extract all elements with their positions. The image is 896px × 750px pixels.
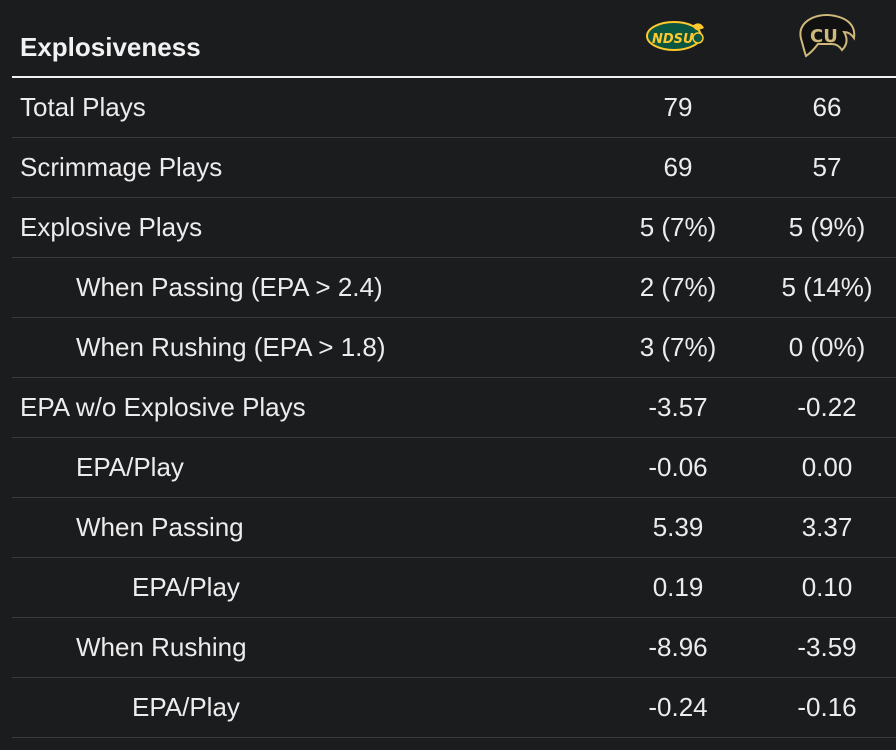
cu-value: 5 (14%) — [781, 272, 873, 302]
cu-value: -0.16 — [797, 692, 857, 722]
row-label: EPA w/o Explosive Plays — [20, 392, 306, 422]
cu-value: 0.10 — [801, 572, 853, 602]
row-label: EPA/Play — [132, 572, 240, 602]
table-row: Scrimmage Plays 69 57 — [12, 138, 896, 198]
table-row: When Rushing -8.96 -3.59 — [12, 618, 896, 678]
row-label: Total Plays — [20, 92, 146, 122]
ndsu-logo-wordmark: NDSU — [652, 32, 694, 47]
row-label: When Passing (EPA > 2.4) — [76, 272, 383, 302]
row-label: EPA/Play — [132, 692, 240, 722]
cu-value: 0.00 — [801, 452, 853, 482]
cu-value: 5 (9%) — [788, 212, 866, 242]
ndsu-value: -0.06 — [648, 452, 708, 482]
row-label: EPA/Play — [76, 452, 184, 482]
row-label: When Rushing — [76, 632, 247, 662]
row-label: Scrimmage Plays — [20, 152, 223, 182]
table-row: When Passing (EPA > 2.4) 2 (7%) 5 (14%) — [12, 258, 896, 318]
row-label: Explosive Plays — [20, 212, 203, 242]
table-row: When Rushing (EPA > 1.8) 3 (7%) 0 (0%) — [12, 318, 896, 378]
cu-value: 57 — [812, 152, 842, 182]
ndsu-value: 3 (7%) — [639, 332, 717, 362]
ndsu-value: 69 — [663, 152, 693, 182]
row-label: When Passing — [76, 512, 244, 542]
cu-value: -0.22 — [797, 392, 857, 422]
ndsu-value: -0.24 — [648, 692, 708, 722]
table-row: EPA w/o Explosive Plays -3.57 -0.22 — [12, 378, 896, 438]
ndsu-bison-logo-icon: NDSU — [640, 10, 710, 60]
ndsu-value: -8.96 — [648, 632, 708, 662]
table-row: Total Plays 79 66 — [12, 78, 896, 138]
ndsu-value: 79 — [663, 92, 693, 122]
cu-logo-wordmark: CU — [810, 26, 838, 47]
table-header: Explosiveness NDSU CU — [12, 0, 896, 78]
ndsu-value: 2 (7%) — [639, 272, 717, 302]
ndsu-value: 0.19 — [652, 572, 704, 602]
table-title: Explosiveness — [20, 32, 201, 62]
table-row: EPA/Play -0.24 -0.16 — [12, 678, 896, 738]
cu-value: 3.37 — [801, 512, 853, 542]
cu-value: -3.59 — [797, 632, 857, 662]
table-row: Explosive Plays 5 (7%) 5 (9%) — [12, 198, 896, 258]
ndsu-value: 5.39 — [652, 512, 704, 542]
table-row: When Passing 5.39 3.37 — [12, 498, 896, 558]
colorado-buffaloes-logo-icon: CU — [790, 10, 860, 60]
table-row: EPA/Play 0.19 0.10 — [12, 558, 896, 618]
cu-value: 0 (0%) — [788, 332, 866, 362]
table-row: EPA/Play -0.06 0.00 — [12, 438, 896, 498]
cu-value: 66 — [812, 92, 842, 122]
table-body: Total Plays 79 66 Scrimmage Plays 69 57 Explos… — [0, 78, 896, 738]
ndsu-value: -3.57 — [648, 392, 708, 422]
ndsu-value: 5 (7%) — [639, 212, 717, 242]
row-label: When Rushing (EPA > 1.8) — [76, 332, 386, 362]
